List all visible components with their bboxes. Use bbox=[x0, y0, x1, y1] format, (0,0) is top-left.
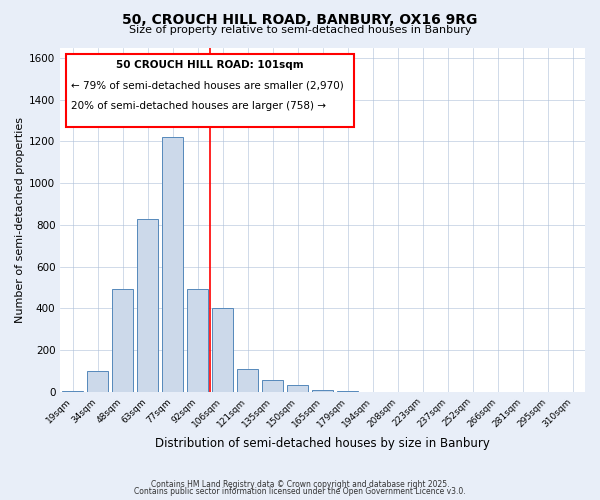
Bar bbox=[337, 390, 358, 392]
Bar bbox=[212, 308, 233, 392]
Bar bbox=[187, 290, 208, 392]
Bar bbox=[162, 137, 184, 392]
Text: 50 CROUCH HILL ROAD: 101sqm: 50 CROUCH HILL ROAD: 101sqm bbox=[116, 60, 304, 70]
Bar bbox=[237, 369, 258, 392]
FancyBboxPatch shape bbox=[65, 54, 354, 127]
Bar bbox=[62, 390, 83, 392]
Text: Size of property relative to semi-detached houses in Banbury: Size of property relative to semi-detach… bbox=[129, 25, 471, 35]
Y-axis label: Number of semi-detached properties: Number of semi-detached properties bbox=[15, 116, 25, 322]
Bar bbox=[312, 390, 333, 392]
Bar bbox=[262, 380, 283, 392]
Bar bbox=[287, 386, 308, 392]
Text: ← 79% of semi-detached houses are smaller (2,970): ← 79% of semi-detached houses are smalle… bbox=[71, 80, 344, 90]
Text: Contains HM Land Registry data © Crown copyright and database right 2025.: Contains HM Land Registry data © Crown c… bbox=[151, 480, 449, 489]
Bar bbox=[112, 290, 133, 392]
Text: 50, CROUCH HILL ROAD, BANBURY, OX16 9RG: 50, CROUCH HILL ROAD, BANBURY, OX16 9RG bbox=[122, 12, 478, 26]
Bar bbox=[137, 218, 158, 392]
Bar bbox=[87, 371, 109, 392]
Text: Contains public sector information licensed under the Open Government Licence v3: Contains public sector information licen… bbox=[134, 488, 466, 496]
Text: 20% of semi-detached houses are larger (758) →: 20% of semi-detached houses are larger (… bbox=[71, 101, 326, 111]
X-axis label: Distribution of semi-detached houses by size in Banbury: Distribution of semi-detached houses by … bbox=[155, 437, 490, 450]
